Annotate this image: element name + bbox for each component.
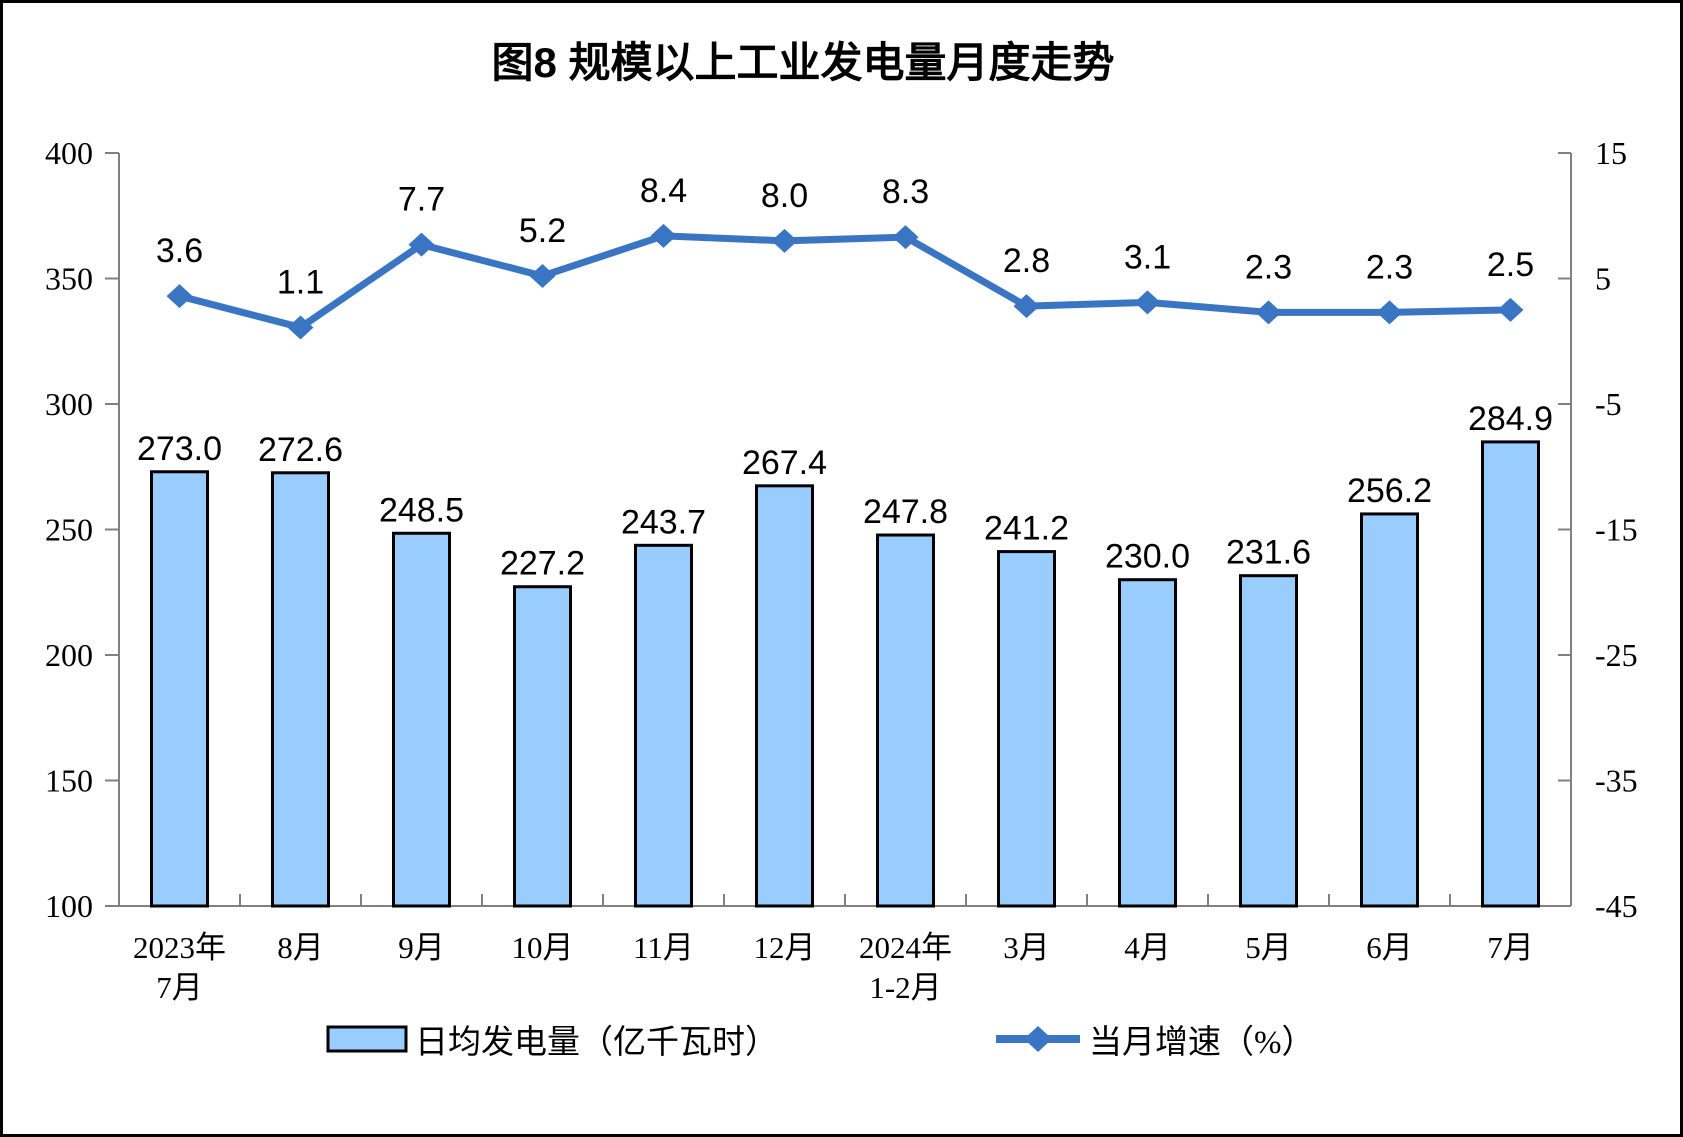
x-category-label: 7月 [156, 970, 203, 1005]
bar-value-label: 256.2 [1347, 472, 1432, 510]
right-axis-tick-label: -5 [1595, 386, 1622, 422]
right-axis-tick-label: -25 [1595, 637, 1638, 673]
x-category-label: 12月 [754, 930, 816, 965]
bar-value-label: 272.6 [258, 431, 343, 469]
bar-value-label: 227.2 [500, 545, 585, 583]
left-axis-tick-label: 400 [45, 135, 93, 171]
line-marker-icon [408, 232, 435, 257]
left-axis-tick-label: 200 [45, 637, 93, 673]
chart-title: 图8 规模以上工业发电量月度走势 [491, 39, 1114, 86]
line-value-label: 8.4 [640, 172, 687, 210]
line-value-label: 1.1 [277, 263, 324, 301]
bar [876, 533, 935, 908]
line-marker-icon [1376, 300, 1403, 325]
right-axis-tick-label: -35 [1595, 763, 1638, 799]
line-marker-icon [650, 223, 677, 248]
line-marker-icon [529, 263, 556, 288]
x-category-label: 11月 [633, 930, 694, 965]
left-axis-tick-label: 350 [45, 261, 93, 297]
growth-line [178, 232, 1511, 331]
line-marker-icon [1134, 290, 1161, 315]
bar [1481, 440, 1540, 908]
legend-bar-swatch-icon [326, 1025, 408, 1053]
line-value-label: 7.7 [398, 181, 445, 219]
right-axis-tick-label: 15 [1595, 135, 1627, 171]
x-category-label: 7月 [1487, 930, 1534, 965]
right-axis-tick-label: -45 [1595, 888, 1638, 924]
legend-bar-label: 日均发电量（亿千瓦时） [415, 1024, 778, 1061]
bar [392, 531, 451, 908]
line-value-label: 2.3 [1245, 248, 1292, 286]
line-marker-icon [166, 284, 193, 309]
x-category-label: 2024年 [859, 930, 952, 965]
line-value-label: 2.8 [1003, 242, 1050, 280]
x-category-label: 10月 [512, 930, 574, 965]
x-category-label: 4月 [1124, 930, 1171, 965]
bar-value-label: 267.4 [742, 444, 827, 482]
line-value-label: 2.5 [1487, 246, 1534, 284]
bar [1239, 574, 1298, 908]
line-marker-icon [287, 315, 314, 340]
left-axis-tick-label: 100 [45, 888, 93, 924]
legend: 日均发电量（亿千瓦时） 当月增速（%） [326, 1024, 1315, 1061]
line-value-label: 8.0 [761, 177, 808, 215]
legend-diamond-marker-icon [1024, 1026, 1052, 1052]
bar [634, 543, 693, 908]
right-axis-tick-label: -15 [1595, 512, 1638, 548]
bar-value-label: 248.5 [379, 491, 464, 529]
legend-line-label: 当月增速（%） [1089, 1024, 1315, 1061]
bar [1118, 578, 1177, 908]
x-category-label: 8月 [277, 930, 324, 965]
x-category-label: 5月 [1245, 930, 1292, 965]
bar-value-label: 273.0 [137, 430, 222, 468]
line-marker-icon [1013, 294, 1040, 319]
x-category-label: 6月 [1366, 930, 1413, 965]
line-value-label: 2.3 [1366, 248, 1413, 286]
left-axis-tick-label: 150 [45, 763, 93, 799]
bar-value-label: 241.2 [984, 510, 1069, 548]
line-marker-icon [1497, 297, 1524, 322]
bar [271, 471, 330, 908]
bar-value-label: 230.0 [1105, 538, 1190, 576]
right-axis-tick-label: 5 [1595, 261, 1611, 297]
bar-value-label: 231.6 [1226, 534, 1311, 572]
x-category-label: 3月 [1003, 930, 1050, 965]
bar-value-label: 284.9 [1468, 400, 1553, 438]
bar [150, 470, 209, 908]
bar [997, 550, 1056, 908]
x-category-label: 9月 [398, 930, 445, 965]
line-value-label: 3.6 [156, 232, 203, 270]
bar [513, 585, 572, 908]
line-marker-icon [771, 228, 798, 253]
left-axis-tick-label: 300 [45, 386, 93, 422]
line-marker-icon [892, 225, 919, 250]
line-marker-icon [1255, 300, 1282, 325]
bar-value-label: 247.8 [863, 493, 948, 531]
x-category-label: 2023年 [133, 930, 226, 965]
bar [755, 484, 814, 908]
line-value-label: 3.1 [1124, 238, 1171, 276]
line-value-label: 8.3 [882, 173, 929, 211]
plot-area: 400 350 300 250 200 150 100 15 5 -5 -15 -25 -35 -45 20… [45, 135, 1638, 1005]
line-value-label: 5.2 [519, 212, 566, 250]
power-generation-monthly-chart: 图8 规模以上工业发电量月度走势 400 350 300 250 200 150 100 15… [45, 39, 1638, 1061]
x-category-label: 1-2月 [869, 970, 941, 1005]
bar-value-label: 243.7 [621, 503, 706, 541]
left-axis-tick-label: 250 [45, 512, 93, 548]
bar [1360, 512, 1419, 908]
